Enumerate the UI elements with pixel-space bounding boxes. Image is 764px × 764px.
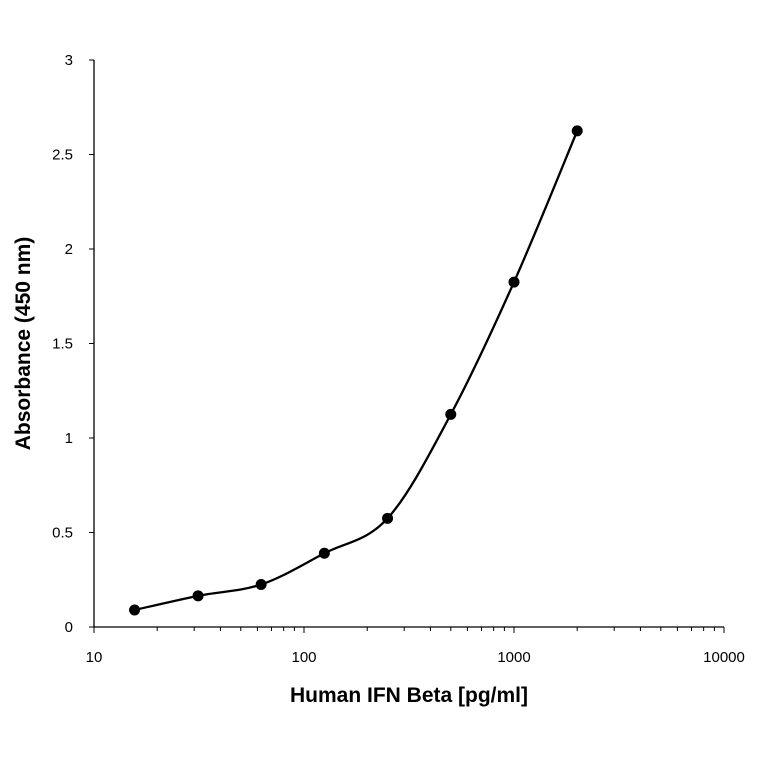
data-point bbox=[318, 547, 330, 559]
x-axis-title: Human IFN Beta [pg/ml] bbox=[290, 684, 528, 707]
data-point bbox=[571, 125, 583, 137]
x-tick-label: 100 bbox=[291, 649, 316, 666]
x-tick-label: 1000 bbox=[497, 649, 530, 666]
data-point bbox=[192, 590, 204, 602]
series-curve bbox=[134, 130, 579, 612]
y-tick-label: 1.5 bbox=[52, 336, 73, 353]
y-tick-label: 2 bbox=[65, 241, 73, 258]
y-tick-label: 3 bbox=[65, 52, 73, 69]
y-axis-title: Absorbance (450 nm) bbox=[12, 237, 35, 451]
x-tick-label: 10 bbox=[86, 649, 103, 666]
data-point bbox=[508, 276, 520, 288]
y-tick-label: 0.5 bbox=[52, 525, 73, 542]
data-point bbox=[445, 408, 457, 420]
y-axis: 0 0.5 1 1.5 2 2.5 3 bbox=[52, 52, 95, 636]
y-tick-label: 0 bbox=[65, 619, 73, 636]
data-point bbox=[129, 604, 141, 616]
data-point bbox=[382, 512, 394, 524]
y-tick-label: 2.5 bbox=[52, 147, 73, 164]
x-tick-label: 10000 bbox=[703, 649, 745, 666]
plot-area bbox=[129, 125, 583, 616]
y-tick-label: 1 bbox=[65, 430, 73, 447]
data-point bbox=[255, 578, 267, 590]
x-axis: 10 100 1000 10000 bbox=[86, 626, 745, 666]
